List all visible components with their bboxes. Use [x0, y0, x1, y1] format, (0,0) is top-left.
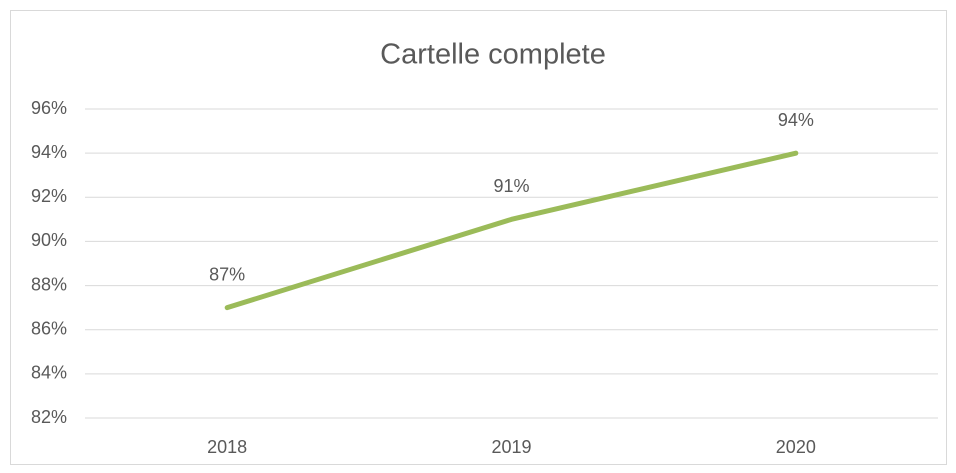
chart-frame [10, 10, 947, 465]
y-tick-label: 94% [31, 142, 67, 162]
y-tick-label: 86% [31, 318, 67, 338]
y-tick-label: 96% [31, 98, 67, 118]
x-tick-label: 2020 [776, 437, 816, 457]
line-series [224, 150, 799, 311]
y-tick-label: 88% [31, 274, 67, 294]
y-tick-label: 90% [31, 230, 67, 250]
chart-title: Cartelle complete [380, 39, 606, 71]
y-tick-label: 92% [31, 186, 67, 206]
y-tick-label: 84% [31, 363, 67, 383]
x-tick-label: 2019 [491, 437, 531, 457]
y-tick-label: 82% [31, 407, 67, 427]
data-label: 87% [209, 264, 245, 284]
data-label: 94% [778, 110, 814, 130]
data-label: 91% [493, 176, 529, 196]
x-tick-label: 2018 [207, 437, 247, 457]
